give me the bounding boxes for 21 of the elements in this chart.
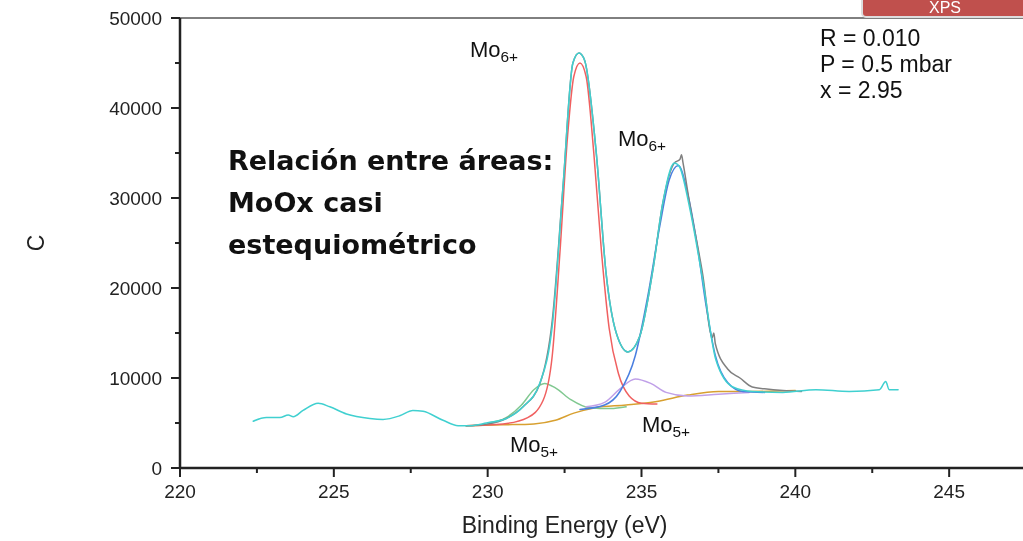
- y-tick-label: 0: [151, 458, 162, 479]
- x-tick-label: 240: [779, 481, 812, 502]
- text: XPS: [928, 0, 962, 16]
- annotation: R = 0.010 P = 0.5 mbar x = 2.95: [820, 25, 953, 103]
- x-tick-label: 235: [625, 481, 658, 502]
- annotation: Relación entre áreas: MoOx casi estequiométrico: [228, 145, 554, 260]
- annotation: Mo$_{6+}$: [618, 126, 667, 154]
- annotation: Mo$_{5+}$: [510, 432, 559, 460]
- y-tick-label: 20000: [109, 278, 162, 299]
- annotation: Mo$_{6+}$: [470, 37, 519, 65]
- y-tick-label: 10000: [109, 368, 162, 389]
- x-tick-label: 230: [471, 481, 504, 502]
- y-axis-title: C: [23, 234, 49, 252]
- y-tick-label: 40000: [109, 98, 162, 119]
- y-tick-label: 50000: [109, 8, 162, 29]
- x-tick-label: 245: [933, 481, 966, 502]
- x-tick-label: 225: [317, 481, 350, 502]
- x-tick-label: 220: [164, 481, 196, 502]
- y-tick-label: 30000: [109, 188, 162, 209]
- annotation: Mo$_{5+}$: [642, 412, 691, 440]
- x-axis-title: Binding Energy (eV): [461, 512, 668, 538]
